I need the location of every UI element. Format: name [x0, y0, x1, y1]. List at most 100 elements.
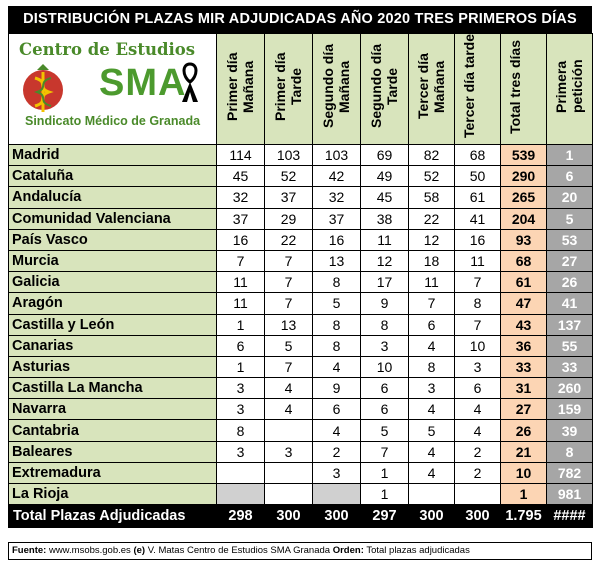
first-choice-rank-cell: 1 — [546, 143, 593, 167]
first-choice-rank-cell: 26 — [546, 271, 593, 294]
value-cell: 37 — [216, 207, 265, 230]
total-cell: 300 — [264, 504, 313, 529]
region-name: Cataluña — [8, 165, 217, 188]
value-cell: 1 — [216, 355, 265, 379]
value-cell: 22 — [264, 228, 313, 251]
table-row: Madrid 114 103 103 69 82 68 539 1 — [8, 143, 593, 167]
value-cell: 5 — [312, 292, 361, 315]
value-cell: 16 — [216, 228, 265, 251]
first-choice-rank-cell: 20 — [546, 186, 593, 209]
region-name: Andalucía — [8, 186, 217, 209]
total-cell: 300 — [312, 504, 361, 529]
value-cell: 4 — [312, 419, 361, 442]
table-row: Andalucía 32 37 32 45 58 61 265 20 — [8, 186, 593, 209]
value-cell: 6 — [312, 398, 361, 421]
value-cell: 4 — [312, 355, 361, 379]
value-cell — [216, 482, 265, 506]
first-choice-rank-cell: 8 — [546, 440, 593, 463]
value-cell: 11 — [408, 271, 455, 294]
row-total-cell: 68 — [500, 249, 547, 273]
column-header: Primer día Mañana — [216, 33, 265, 145]
table-row: Navarra 3 4 6 6 4 4 27 159 — [8, 398, 593, 421]
region-name: Aragón — [8, 292, 217, 315]
value-cell: 8 — [216, 419, 265, 442]
value-cell: 68 — [454, 143, 501, 167]
column-header: Segundo día Tarde — [360, 33, 409, 145]
value-cell: 2 — [454, 440, 501, 463]
value-cell: 6 — [408, 313, 455, 336]
row-total-cell: 47 — [500, 292, 547, 315]
orden-value: Total plazas adjudicadas — [366, 545, 470, 556]
value-cell: 22 — [408, 207, 455, 230]
value-cell: 11 — [216, 271, 265, 294]
value-cell: 3 — [360, 334, 409, 357]
value-cell: 10 — [360, 355, 409, 379]
first-choice-rank-cell: 782 — [546, 461, 593, 485]
value-cell: 3 — [312, 461, 361, 485]
value-cell — [264, 419, 313, 442]
value-cell: 3 — [408, 377, 455, 400]
table-row: Canarias 6 5 8 3 4 10 36 55 — [8, 334, 593, 357]
row-total-cell: 61 — [500, 271, 547, 294]
logo: Centro de Estudios SMA Sindicato Médico … — [8, 33, 217, 145]
value-cell: 32 — [216, 186, 265, 209]
table-row: Cantabria 8 4 5 5 4 26 39 — [8, 419, 593, 442]
value-cell: 3 — [264, 440, 313, 463]
value-cell: 12 — [408, 228, 455, 251]
value-cell — [264, 461, 313, 485]
value-cell: 4 — [408, 334, 455, 357]
value-cell: 11 — [216, 292, 265, 315]
value-cell: 37 — [264, 186, 313, 209]
first-choice-rank-cell: 39 — [546, 419, 593, 442]
value-cell: 17 — [360, 271, 409, 294]
value-cell: 9 — [312, 377, 361, 400]
source-note: Fuente: www.msobs.gob.es (e) V. Matas Ce… — [8, 542, 592, 560]
totals-row: Total Plazas Adjudicadas 298 300 300 297… — [8, 504, 593, 529]
first-choice-rank-cell: 981 — [546, 482, 593, 506]
value-cell: 58 — [408, 186, 455, 209]
logo-bottom-text: Sindicato Médico de Granada — [25, 114, 201, 128]
value-cell: 7 — [264, 249, 313, 273]
value-cell: 3 — [216, 398, 265, 421]
value-cell: 16 — [454, 228, 501, 251]
first-choice-rank-cell: 260 — [546, 377, 593, 400]
totals-label: Total Plazas Adjudicadas — [8, 504, 217, 529]
value-cell: 29 — [264, 207, 313, 230]
value-cell: 4 — [408, 461, 455, 485]
region-name: Asturias — [8, 355, 217, 379]
table-row: Extremadura 3 1 4 2 10 782 — [8, 461, 593, 485]
fuente-label: Fuente: — [12, 545, 47, 556]
value-cell: 7 — [408, 292, 455, 315]
value-cell: 11 — [454, 249, 501, 273]
region-name: Extremadura — [8, 461, 217, 485]
table-row: Murcia 7 7 13 12 18 11 68 27 — [8, 249, 593, 273]
first-choice-rank-cell: 27 — [546, 249, 593, 273]
value-cell: 13 — [264, 313, 313, 336]
value-cell: 6 — [454, 377, 501, 400]
region-name: La Rioja — [8, 482, 217, 506]
value-cell: 7 — [264, 292, 313, 315]
value-cell: 18 — [408, 249, 455, 273]
first-choice-rank-cell: 41 — [546, 292, 593, 315]
table-row: País Vasco 16 22 16 11 12 16 93 53 — [8, 228, 593, 251]
first-choice-rank-cell: 33 — [546, 355, 593, 379]
total-cell: 300 — [454, 504, 501, 529]
total-cell: #### — [546, 504, 593, 529]
value-cell: 1 — [216, 313, 265, 336]
logo-top-text: Centro de Estudios — [19, 40, 196, 59]
value-cell: 5 — [264, 334, 313, 357]
value-cell: 50 — [454, 165, 501, 188]
value-cell — [454, 482, 501, 506]
orden-label: Orden: — [332, 545, 364, 556]
value-cell: 61 — [454, 186, 501, 209]
table-row: La Rioja 1 1 981 — [8, 482, 593, 506]
value-cell: 9 — [360, 292, 409, 315]
table-row: Asturias 1 7 4 10 8 3 33 33 — [8, 355, 593, 379]
value-cell: 82 — [408, 143, 455, 167]
value-cell: 103 — [312, 143, 361, 167]
value-cell: 13 — [312, 249, 361, 273]
value-cell: 4 — [454, 398, 501, 421]
row-total-cell: 1 — [500, 482, 547, 506]
value-cell: 4 — [408, 440, 455, 463]
logo-brand: SMA — [99, 62, 187, 104]
